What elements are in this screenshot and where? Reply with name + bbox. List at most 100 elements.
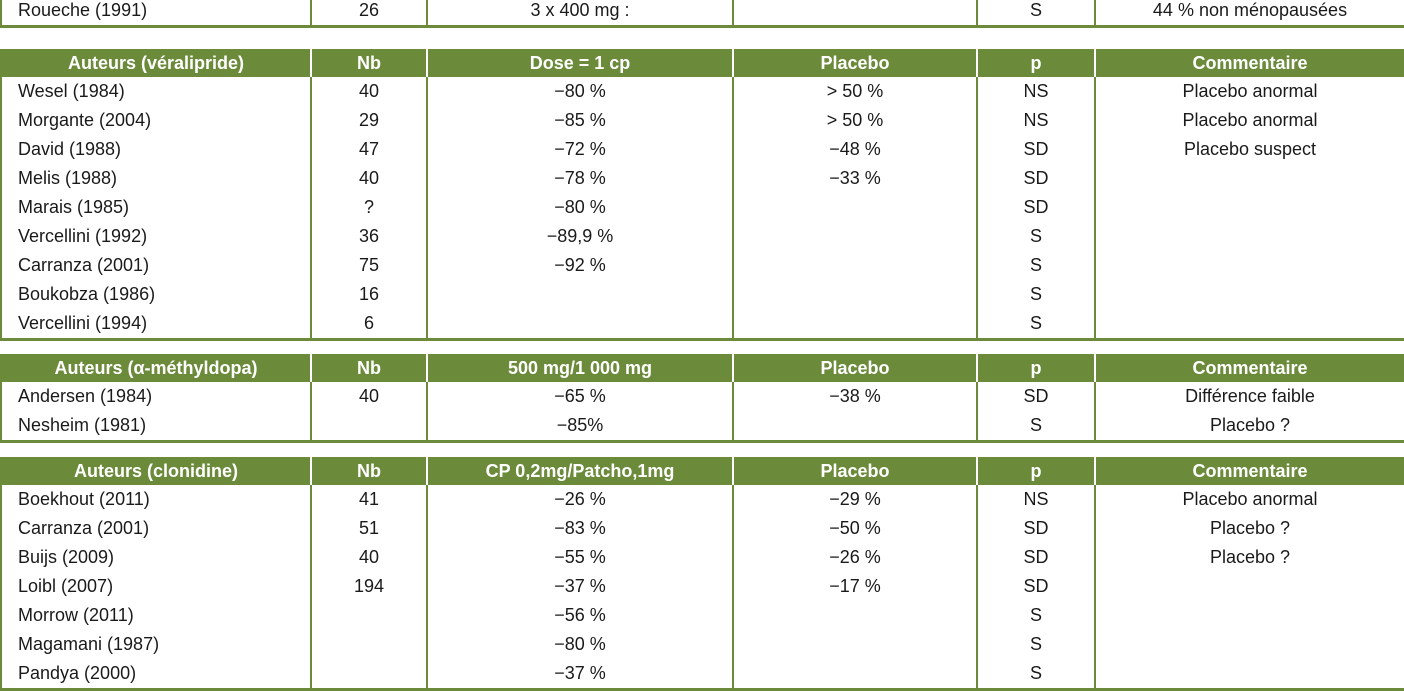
table-row: Morrow (2011) −56 % S (0, 601, 1404, 630)
cell-author: Pandya (2000) (0, 659, 312, 691)
cell-comment (1094, 309, 1404, 341)
cell-dose (426, 280, 734, 309)
cell-dose: −80 % (426, 193, 734, 222)
cell-author: Morgante (2004) (0, 106, 312, 135)
cell-dose: −85% (426, 411, 734, 443)
cell-author: Loibl (2007) (0, 572, 312, 601)
cell-author: Roueche (1991) (0, 0, 312, 28)
cell-nb: 40 (310, 382, 428, 411)
cell-p: S (976, 0, 1096, 28)
table-row: David (1988) 47 −72 % −48 % SD Placebo suspec… (0, 135, 1404, 164)
table-row: Carranza (2001) 75 −92 % S (0, 251, 1404, 280)
table-row: Boekhout (2011) 41 −26 % −29 % NS Placebo ano… (0, 485, 1404, 514)
table-header-row: Auteurs (α-méthyldopa) Nb 500 mg/1 000 m… (0, 354, 1404, 382)
header-cell: Placebo (732, 49, 978, 77)
cell-placebo (732, 630, 978, 659)
cell-comment: Différence faible (1094, 382, 1404, 411)
header-cell: CP 0,2mg/Patcho,1mg (426, 457, 734, 485)
cell-placebo (732, 411, 978, 443)
header-cell: p (976, 49, 1096, 77)
cell-comment (1094, 251, 1404, 280)
table-row: Vercellini (1992) 36 −89,9 % S (0, 222, 1404, 251)
table-top-fragment: Roueche (1991) 26 3 x 400 mg : S 44 % no… (0, 0, 1404, 28)
cell-p: S (976, 659, 1096, 691)
cell-placebo: −48 % (732, 135, 978, 164)
header-cell: Nb (310, 49, 428, 77)
cell-nb: 36 (310, 222, 428, 251)
header-cell: Auteurs (clonidine) (0, 457, 312, 485)
table-row: Boukobza (1986) 16 S (0, 280, 1404, 309)
cell-dose: −26 % (426, 485, 734, 514)
cell-nb (310, 630, 428, 659)
cell-comment: Placebo ? (1094, 411, 1404, 443)
cell-nb (310, 659, 428, 691)
cell-nb: 40 (310, 164, 428, 193)
cell-placebo (732, 280, 978, 309)
cell-dose: −65 % (426, 382, 734, 411)
cell-dose: −72 % (426, 135, 734, 164)
cell-placebo: −29 % (732, 485, 978, 514)
table-row: Wesel (1984) 40 −80 % > 50 % NS Placebo anorm… (0, 77, 1404, 106)
cell-comment: Placebo anormal (1094, 77, 1404, 106)
cell-dose: −37 % (426, 572, 734, 601)
cell-comment: Placebo ? (1094, 543, 1404, 572)
cell-dose: −83 % (426, 514, 734, 543)
cell-placebo: −33 % (732, 164, 978, 193)
cell-nb: 47 (310, 135, 428, 164)
cell-p: S (976, 251, 1096, 280)
cell-placebo: −50 % (732, 514, 978, 543)
cell-p: NS (976, 485, 1096, 514)
cell-nb: 75 (310, 251, 428, 280)
header-cell: Commentaire (1094, 49, 1404, 77)
cell-dose (426, 309, 734, 341)
table-row: Roueche (1991) 26 3 x 400 mg : S 44 % no… (0, 0, 1404, 28)
cell-p: S (976, 411, 1096, 443)
cell-comment: Placebo anormal (1094, 485, 1404, 514)
header-cell: Nb (310, 457, 428, 485)
table-header-row: Auteurs (véralipride) Nb Dose = 1 cp Pla… (0, 49, 1404, 77)
cell-p: SD (976, 135, 1096, 164)
cell-p: SD (976, 543, 1096, 572)
cell-nb: 29 (310, 106, 428, 135)
cell-nb (310, 601, 428, 630)
cell-author: David (1988) (0, 135, 312, 164)
table-row: Marais (1985)? −80 % SD (0, 193, 1404, 222)
cell-nb: 41 (310, 485, 428, 514)
cell-placebo (732, 251, 978, 280)
header-cell: Placebo (732, 457, 978, 485)
table-row: Pandya (2000) −37 % S (0, 659, 1404, 691)
table-header-row: Auteurs (clonidine) Nb CP 0,2mg/Patcho,1… (0, 457, 1404, 485)
cell-author: Nesheim (1981) (0, 411, 312, 443)
cell-author: Magamani (1987) (0, 630, 312, 659)
cell-p: SD (976, 572, 1096, 601)
cell-p: S (976, 601, 1096, 630)
cell-comment: 44 % non ménopausées (1094, 0, 1404, 28)
table-row: Nesheim (1981) −85% S Placebo ? (0, 411, 1404, 443)
header-cell: p (976, 457, 1096, 485)
cell-author: Buijs (2009) (0, 543, 312, 572)
cell-author: Morrow (2011) (0, 601, 312, 630)
cell-author: Carranza (2001) (0, 514, 312, 543)
cell-placebo (732, 193, 978, 222)
cell-comment (1094, 280, 1404, 309)
cell-placebo (732, 222, 978, 251)
cell-placebo (732, 601, 978, 630)
cell-nb: 51 (310, 514, 428, 543)
cell-p: S (976, 630, 1096, 659)
cell-dose: 3 x 400 mg : (426, 0, 734, 28)
header-cell: Placebo (732, 354, 978, 382)
header-cell: p (976, 354, 1096, 382)
cell-author: Marais (1985) (0, 193, 312, 222)
cell-placebo: > 50 % (732, 77, 978, 106)
cell-p: SD (976, 382, 1096, 411)
cell-dose: −55 % (426, 543, 734, 572)
cell-dose: −85 % (426, 106, 734, 135)
table-clonidine: Auteurs (clonidine) Nb CP 0,2mg/Patcho,1… (0, 457, 1404, 691)
cell-dose: −92 % (426, 251, 734, 280)
cell-author: Vercellini (1994) (0, 309, 312, 341)
header-cell: Commentaire (1094, 457, 1404, 485)
table-row: Carranza (2001) 51 −83 % −50 % SD Placebo ? (0, 514, 1404, 543)
cell-dose: −80 % (426, 630, 734, 659)
cell-p: S (976, 280, 1096, 309)
cell-placebo: > 50 % (732, 106, 978, 135)
